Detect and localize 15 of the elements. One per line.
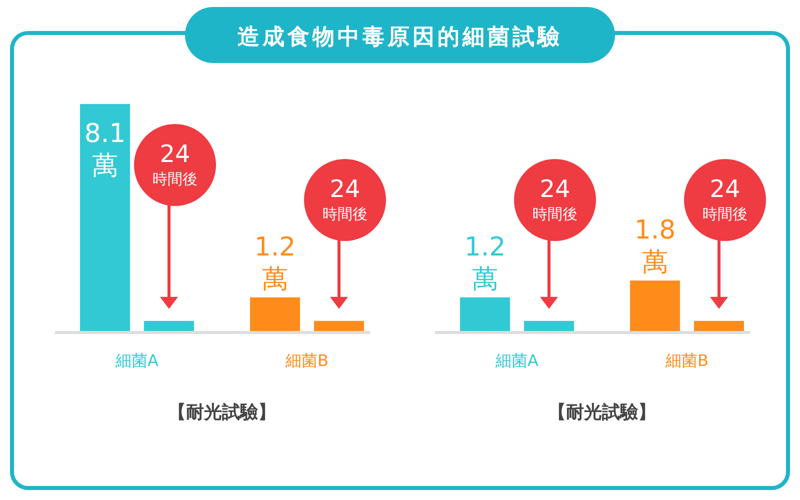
text: 24 時間後 — [532, 175, 578, 223]
x-axis-title: 【耐光試驗】 — [548, 402, 656, 423]
text: 24 時間後 — [702, 175, 748, 223]
annotation: 24 時間後 — [322, 175, 368, 223]
chart-title: 造成食物中毒原因的細菌試驗 — [238, 25, 562, 50]
x-tick-label: 細菌A — [494, 351, 539, 370]
data-label: 1.8萬 — [634, 216, 676, 278]
x-tick-label: 細菌A — [114, 351, 159, 370]
x-axis-title: 【耐光試驗】 — [168, 402, 276, 423]
x-tick-label: 細菌B — [284, 351, 328, 370]
data-label: 8.1萬 — [84, 119, 126, 181]
x-tick-label: 細菌B — [664, 351, 708, 370]
data-label: 1.2萬 — [464, 232, 506, 294]
data-label: 1.2萬 — [254, 232, 296, 294]
annotation: 24 時間後 — [152, 140, 198, 188]
